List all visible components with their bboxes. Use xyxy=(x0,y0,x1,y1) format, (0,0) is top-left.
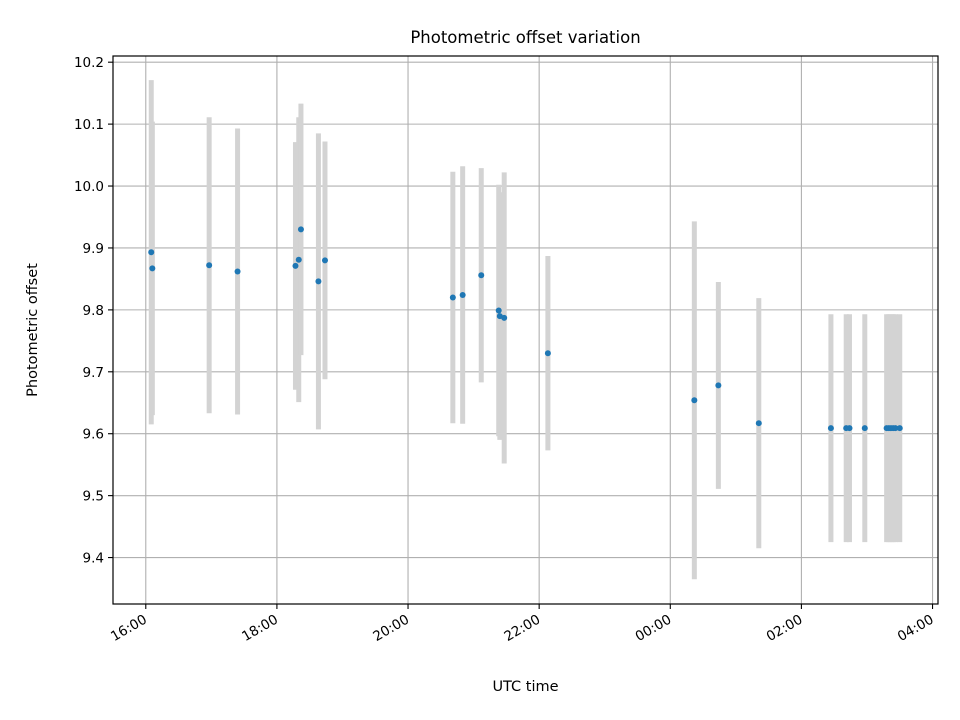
data-point xyxy=(295,256,302,263)
x-tick-label: 02:00 xyxy=(764,612,806,645)
data-point xyxy=(148,249,155,256)
chart-title: Photometric offset variation xyxy=(410,28,640,47)
data-point xyxy=(544,350,551,357)
y-tick-label: 9.6 xyxy=(83,427,104,443)
grid-layer xyxy=(113,56,938,604)
x-tick-label: 00:00 xyxy=(633,612,675,645)
x-tick-label: 04:00 xyxy=(895,612,937,645)
data-point xyxy=(478,272,485,279)
data-point xyxy=(896,425,903,432)
y-tick-label: 9.9 xyxy=(83,241,104,257)
x-tick-label: 20:00 xyxy=(370,612,412,645)
point-layer xyxy=(148,226,903,432)
y-axis-label: Photometric offset xyxy=(25,263,41,397)
data-point xyxy=(206,262,213,269)
y-tick-label: 10.0 xyxy=(74,179,104,195)
data-point xyxy=(861,425,868,432)
x-tick-label: 22:00 xyxy=(501,612,543,645)
data-point xyxy=(691,397,698,404)
y-tick-label: 9.7 xyxy=(83,365,104,381)
data-point xyxy=(715,382,722,389)
x-axis-label: UTC time xyxy=(492,679,558,695)
y-tick-label: 10.1 xyxy=(74,117,104,133)
data-point xyxy=(495,307,502,314)
data-point xyxy=(292,262,299,269)
y-tick-label: 9.8 xyxy=(83,303,104,319)
y-tick-label: 9.4 xyxy=(83,551,104,567)
plot-frame xyxy=(112,55,939,605)
y-tick-label: 10.2 xyxy=(74,55,104,71)
errorbar-layer xyxy=(148,80,903,580)
x-tick-label: 18:00 xyxy=(239,612,281,645)
data-point xyxy=(846,425,853,432)
data-point xyxy=(755,420,762,427)
data-point xyxy=(149,265,156,272)
y-tick-label: 9.5 xyxy=(83,489,104,505)
data-point xyxy=(892,425,899,432)
data-point xyxy=(449,294,456,301)
data-point xyxy=(234,268,241,275)
data-point xyxy=(315,278,322,285)
data-point xyxy=(297,226,304,233)
data-point xyxy=(321,257,328,264)
data-point xyxy=(459,292,466,299)
data-point xyxy=(501,314,508,321)
x-tick-label: 16:00 xyxy=(108,612,150,645)
data-point xyxy=(827,425,834,432)
